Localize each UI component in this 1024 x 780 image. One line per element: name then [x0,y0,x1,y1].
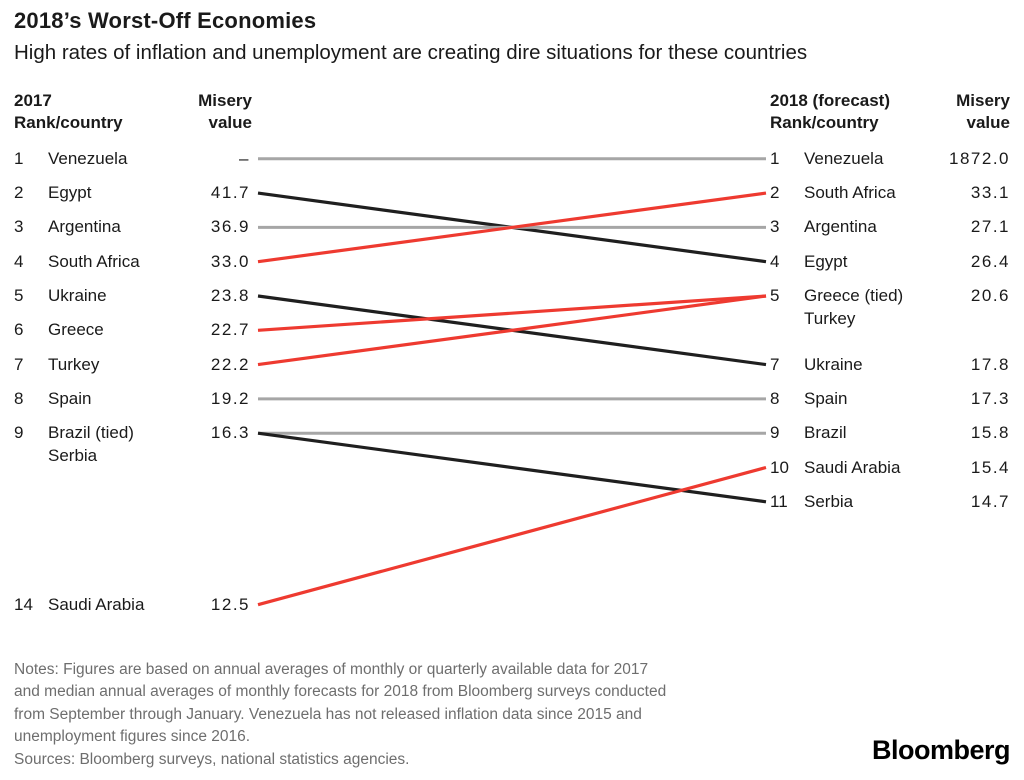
slope-line-egypt [257,191,767,264]
left-country-label: South Africa [48,251,140,271]
right-country-label: South Africa [804,183,896,203]
left-rank-label: 8 [14,388,24,408]
column-header-misery-right: Misery value [890,90,1010,134]
right-country-label: Brazil [804,423,847,443]
left-value-label: 22.2 [210,354,250,374]
right-value-label: 17.3 [970,388,1010,408]
right-rank-label: 9 [770,423,780,443]
column-header-2017-line1: 2017 [14,91,52,110]
notes-line: Notes: Figures are based on annual avera… [14,661,649,678]
column-header-misery-left-line1: Misery [198,91,252,110]
left-rank-label: 4 [14,251,24,271]
right-rank-label: 8 [770,388,780,408]
left-rank-label: 9 [14,423,24,443]
column-header-2018-line2: Rank/country [770,113,879,132]
right-country-label: Saudi Arabia [804,457,901,477]
slope-line-turkey [257,294,767,367]
sources-line: Sources: Bloomberg surveys, national sta… [14,750,410,768]
right-rank-label: 3 [770,217,780,237]
right-country-label: Ukraine [804,354,863,374]
chart-title: 2018’s Worst-Off Economies [14,8,317,33]
left-rank-label: 5 [14,286,24,305]
left-value-label: 36.9 [210,217,250,237]
left-rank-label: 14 [14,594,33,614]
column-header-misery-left: Misery value [150,90,252,134]
column-header-2017-line2: Rank/country [14,113,123,132]
right-value-label: 14.7 [970,491,1010,511]
left-country-label: Venezuela [48,148,128,168]
right-country-label-2: Turkey [804,308,856,328]
bloomberg-logo: Bloomberg [872,735,1011,765]
left-country-label: Brazil (tied) [48,423,134,443]
left-country-label: Greece [48,320,104,340]
right-country-label: Argentina [804,217,877,237]
right-rank-label: 11 [770,491,788,511]
right-country-label: Greece (tied) [804,286,904,305]
right-country-label: Egypt [804,251,848,271]
left-value-label: 12.5 [210,594,250,614]
left-rank-label: 6 [14,320,24,340]
right-rank-label: 2 [770,183,780,203]
left-country-label: Egypt [48,183,92,203]
slope-line-ukraine [257,294,767,367]
right-value-label: 15.4 [970,457,1010,477]
right-rank-label: 5 [770,286,780,305]
right-rank-label: 10 [770,457,789,477]
left-value-label: 23.8 [210,286,250,305]
left-rank-label: 1 [14,148,24,168]
column-header-misery-right-line2: value [966,113,1010,132]
footnotes: Notes: Figures are based on annual avera… [14,659,666,771]
left-value-label: 33.0 [210,251,250,271]
left-country-label-2: Serbia [48,445,98,465]
right-rank-label: 1 [770,148,780,168]
notes-line: from September through January. Venezuel… [14,705,642,723]
left-country-label: Spain [48,388,92,408]
column-header-2018-rank: 2018 (forecast) Rank/country [770,90,890,134]
left-country-label: Turkey [48,354,100,374]
left-country-label: Ukraine [48,286,107,305]
left-value-label: 19.2 [210,388,250,408]
slope-line-serbia [257,431,767,504]
notes-line: unemployment figures since 2016. [14,728,251,746]
column-header-2018-line1: 2018 (forecast) [770,91,891,110]
left-country-label: Saudi Arabia [48,594,145,614]
right-rank-label: 7 [770,354,780,374]
chart-subtitle: High rates of inflation and unemployment… [14,41,808,64]
left-value-label: – [239,148,250,168]
right-value-label: 26.4 [970,251,1010,271]
slope-line-saudi-arabia [257,465,767,607]
left-rank-label: 3 [14,217,24,237]
right-country-label: Serbia [804,491,854,511]
notes-line: and median annual averages of monthly fo… [14,683,667,701]
right-value-label: 33.1 [970,183,1010,203]
column-header-misery-right-line1: Misery [956,91,1010,110]
right-value-label: 1872.0 [949,148,1010,168]
column-header-misery-left-line2: value [208,113,252,132]
slope-line-greece [257,294,767,332]
left-rank-label: 7 [14,354,24,374]
left-country-label: Argentina [48,217,121,237]
right-value-label: 17.8 [970,354,1010,374]
right-value-label: 27.1 [970,217,1010,237]
left-value-label: 16.3 [210,423,250,443]
column-header-2017-rank: 2017 Rank/country [14,90,123,134]
left-value-label: 41.7 [210,183,250,203]
right-value-label: 20.6 [970,286,1010,305]
left-value-label: 22.7 [210,320,250,340]
right-country-label: Spain [804,388,848,408]
right-country-label: Venezuela [804,148,884,168]
left-rank-label: 2 [14,183,24,203]
slope-line-south-africa [257,191,767,264]
right-value-label: 15.8 [970,423,1010,443]
right-rank-label: 4 [770,251,780,271]
